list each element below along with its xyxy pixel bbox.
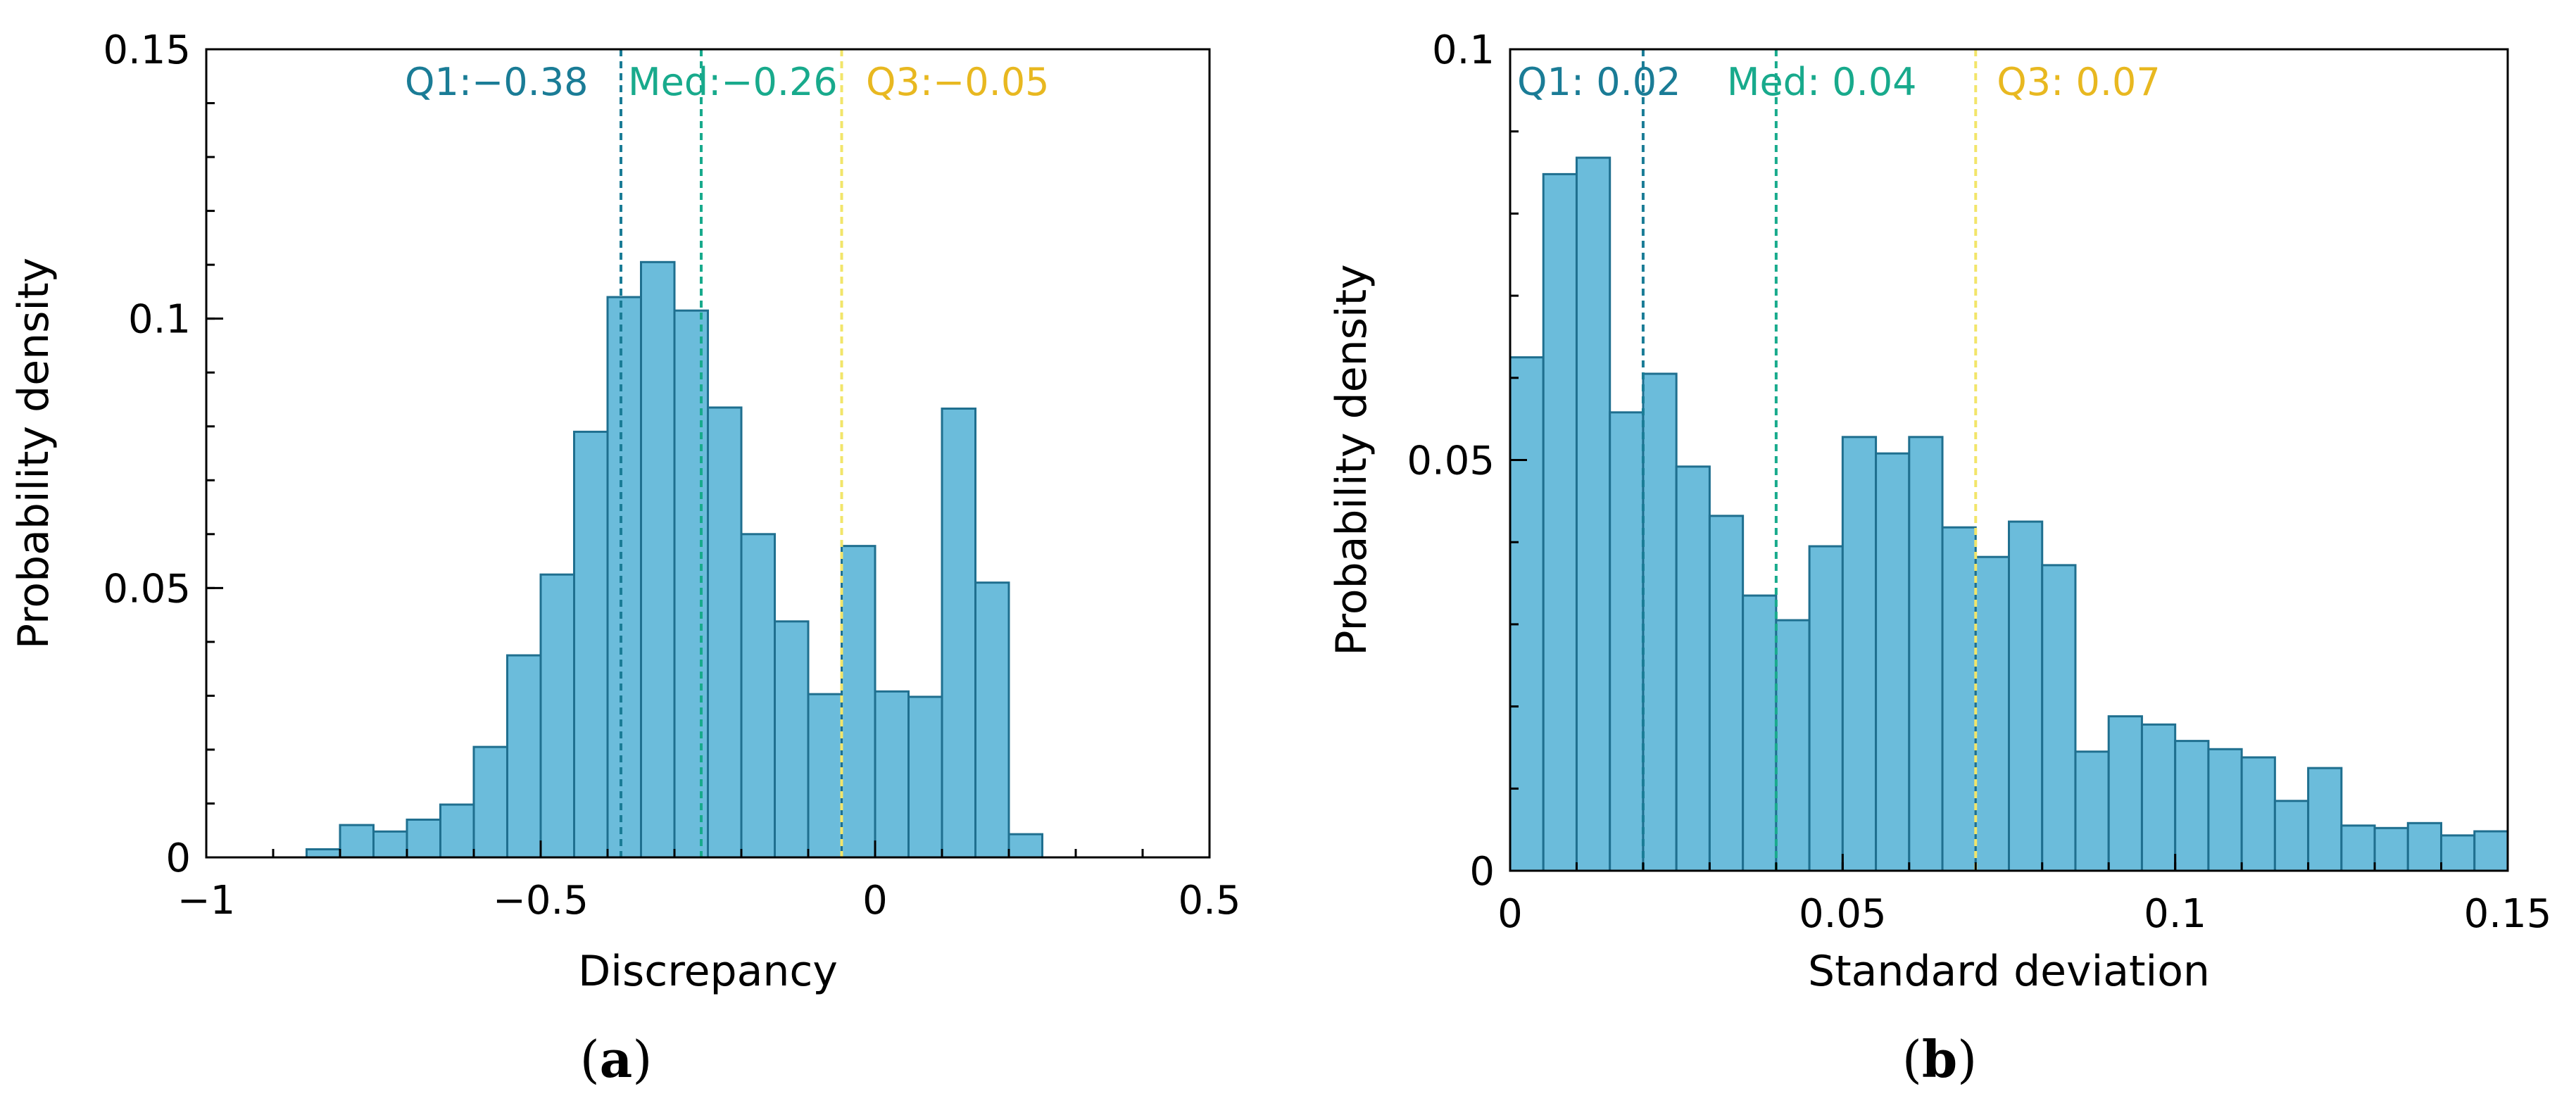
x-tick-label: 0.1 <box>2144 891 2206 937</box>
histogram-bar <box>2406 821 2443 872</box>
histogram-bar <box>306 848 341 859</box>
y-tick-label: 0.15 <box>103 27 191 73</box>
histogram-bar <box>606 296 642 859</box>
x-axis-label: Standard deviation <box>1808 947 2210 996</box>
panel-b-histogram: Q1: 0.02 Med: 0.04 Q3: 0.07 0 0.05 0.1 0.15 0 0.… <box>1327 27 2551 1089</box>
histogram-bar <box>1742 594 1778 872</box>
histogram-bar <box>740 533 776 859</box>
x-tick-label: 0.05 <box>1799 891 1887 937</box>
histogram-bar <box>472 745 508 859</box>
histogram-bar <box>2340 824 2376 872</box>
histogram-bar <box>2074 750 2110 872</box>
histogram-bar <box>2440 834 2476 872</box>
histogram-bar <box>2473 830 2509 872</box>
histogram-bar <box>774 620 810 859</box>
quartile-label: Q3:−0.05 <box>866 60 1050 104</box>
histogram-bar <box>1642 372 1678 872</box>
x-tick-label: −0.5 <box>493 878 589 924</box>
histogram-bar <box>372 830 408 859</box>
subfigure-letter: b <box>1922 1029 1957 1089</box>
subfigure-label: (a) <box>580 1029 653 1089</box>
y-tick-label: 0.05 <box>1407 439 1495 484</box>
histogram-bar <box>1575 156 1611 872</box>
histogram-bar <box>673 309 709 859</box>
histogram-bar <box>1941 526 1977 872</box>
panel-a-histogram: Q1:−0.38 Med:−0.26 Q3:−0.05 −1 −0.5 0 0.5 0 0.05… <box>9 27 1241 1089</box>
y-tick-label: 0 <box>165 836 191 881</box>
histogram-bar <box>874 690 910 859</box>
histogram-bar <box>539 573 575 859</box>
histogram-bar <box>2307 767 2343 872</box>
histogram-bar <box>506 654 542 859</box>
histogram-bar <box>841 545 877 859</box>
histogram-bar <box>1708 515 1745 872</box>
histogram-bar <box>807 693 843 859</box>
histogram-bar <box>2273 800 2310 872</box>
quartile-label: Q3: 0.07 <box>1997 60 2160 104</box>
subfigure-letter: a <box>600 1029 633 1089</box>
histogram-bar <box>573 430 609 859</box>
histogram-bar <box>2240 756 2276 872</box>
y-tick-label: 0.1 <box>1432 27 1495 73</box>
x-tick-label: −1 <box>177 878 236 924</box>
histogram-bar <box>2041 564 2077 872</box>
y-tick-label: 0.05 <box>103 566 191 612</box>
histogram-bar <box>1675 465 1711 872</box>
axes-frame <box>205 48 1211 859</box>
x-axis-label: Discrepancy <box>578 947 838 996</box>
quartile-label: Q1:−0.38 <box>405 60 589 104</box>
histogram-bar <box>1908 436 1944 872</box>
histogram-bar <box>406 818 441 859</box>
histogram-bar <box>640 260 676 859</box>
histogram-bar <box>2174 740 2210 872</box>
quartile-label: Q1: 0.02 <box>1517 60 1680 104</box>
histogram-bar <box>1609 411 1645 872</box>
histogram-bar <box>974 581 1010 859</box>
histogram-bar <box>1974 555 2010 872</box>
subfigure-label: (b) <box>1902 1029 1978 1089</box>
y-axis-label: Probability density <box>9 258 58 649</box>
x-tick-label: 0.5 <box>1178 878 1240 924</box>
histogram-bar <box>439 803 475 859</box>
x-tick-label: 0.15 <box>2464 891 2552 937</box>
histogram-bar <box>1875 452 1911 872</box>
histogram-bar <box>2107 715 2143 872</box>
x-tick-label: 0 <box>862 878 888 924</box>
histogram-bar <box>339 824 375 859</box>
quartile-label: Med: 0.04 <box>1727 60 1917 104</box>
histogram-bar <box>1808 545 1844 872</box>
histogram-bar <box>1841 436 1878 872</box>
y-tick-label: 0.1 <box>128 297 191 343</box>
quartile-label: Med:−0.26 <box>628 60 838 104</box>
histogram-bar <box>1509 356 1545 872</box>
histogram-bar <box>2207 748 2243 872</box>
histogram-bar <box>1007 833 1043 859</box>
histogram-bar <box>2140 723 2177 872</box>
histogram-bar <box>941 407 976 859</box>
histogram-bar <box>1542 172 1578 872</box>
y-tick-label: 0 <box>1469 849 1495 895</box>
histogram-bar <box>907 695 943 859</box>
x-tick-label: 0 <box>1497 891 1523 937</box>
histogram-bar <box>1775 619 1811 872</box>
histogram-bar <box>707 406 743 859</box>
histogram-bar <box>2373 826 2409 872</box>
y-axis-label: Probability density <box>1327 264 1376 655</box>
histogram-bar <box>2008 520 2044 872</box>
